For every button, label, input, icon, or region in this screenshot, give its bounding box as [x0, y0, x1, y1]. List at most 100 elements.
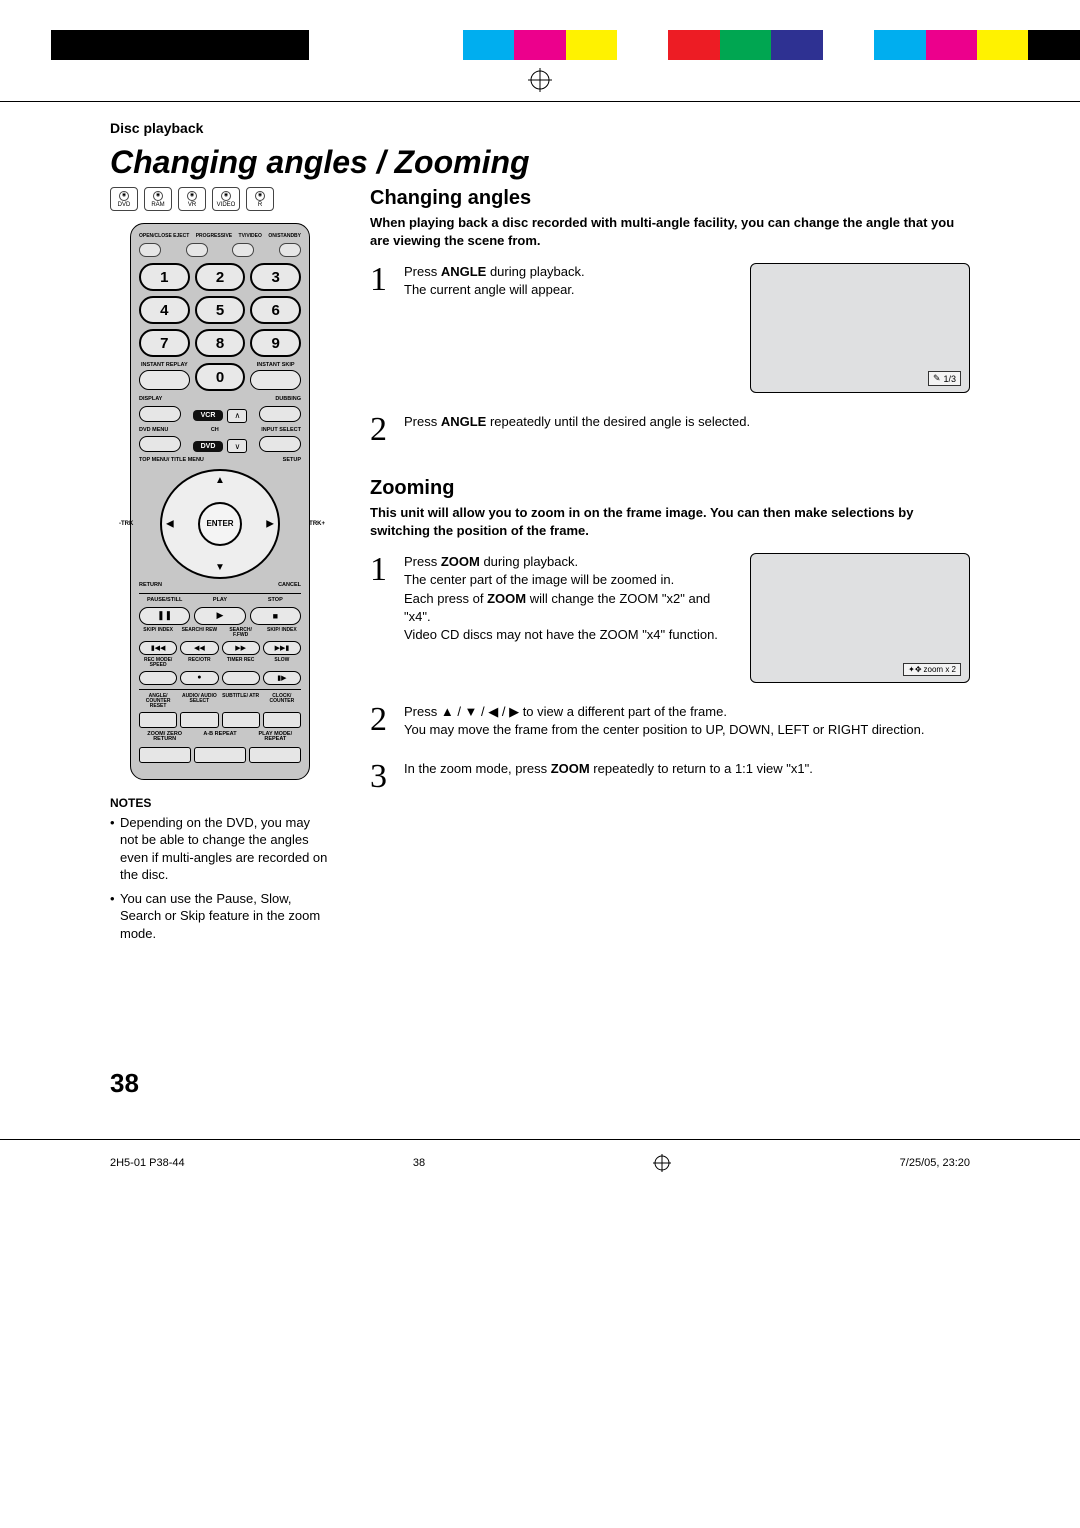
step-number: 1	[370, 553, 394, 587]
rec-mode-button	[139, 671, 177, 685]
step-text: In the zoom mode, press ZOOM repeatedly …	[404, 760, 970, 778]
step-number: 3	[370, 760, 394, 794]
zoom-osd-screen: ✦✥ zoom x 2	[750, 553, 970, 683]
footer-left: 2H5-01 P38-44	[110, 1157, 185, 1169]
remote-label: AUDIO/ AUDIO SELECT	[180, 694, 218, 709]
remote-label: SEARCH/ REW	[180, 628, 218, 638]
remote-label: REC/OTR	[180, 658, 218, 668]
num-4-button: 4	[139, 296, 190, 324]
progressive-button	[186, 243, 208, 257]
remote-label: ANGLE/ COUNTER RESET	[139, 694, 177, 709]
top-rule	[0, 101, 1080, 102]
note-item: Depending on the DVD, you may not be abl…	[110, 814, 330, 884]
remote-label: ZOOM/ ZERO RETURN	[139, 732, 190, 743]
remote-label: RETURN	[139, 583, 162, 589]
remote-label: DUBBING	[275, 397, 301, 403]
step-number: 2	[370, 413, 394, 447]
play-button: ▶	[194, 607, 245, 625]
remote-label: SEARCH/ F.FWD	[222, 628, 260, 638]
remote-label: INPUT SELECT	[261, 428, 301, 434]
note-item: You can use the Pause, Slow, Search or S…	[110, 890, 330, 943]
remote-label: A-B REPEAT	[194, 732, 245, 743]
disc-type-icon: ◉VR	[178, 187, 206, 211]
remote-control-diagram: OPEN/CLOSE EJECT PROGRESSIVE TV/VIDEO ON…	[130, 223, 310, 780]
remote-label: OPEN/CLOSE EJECT	[139, 234, 189, 239]
changing-angles-heading: Changing angles	[370, 187, 970, 210]
remote-label: CLOCK/ COUNTER	[263, 694, 301, 709]
remote-label: -TRK	[119, 521, 133, 527]
dvd-button: DVD	[193, 441, 224, 452]
zooming-intro: This unit will allow you to zoom in on t…	[370, 504, 970, 539]
registration-mark-bottom	[653, 1154, 671, 1172]
remote-label: DISPLAY	[139, 397, 162, 403]
timer-rec-button	[222, 671, 260, 685]
remote-label: PROGRESSIVE	[196, 234, 232, 239]
num-1-button: 1	[139, 263, 190, 291]
step-number: 2	[370, 703, 394, 737]
num-6-button: 6	[250, 296, 301, 324]
print-footer: 2H5-01 P38-44 38 7/25/05, 23:20	[0, 1139, 1080, 1202]
rew-button: ◀◀	[180, 641, 218, 655]
notes-heading: NOTES	[110, 796, 330, 810]
remote-label: SKIP/ INDEX	[139, 628, 177, 638]
dvd-menu-button	[139, 436, 181, 452]
remote-label: REC MODE/ SPEED	[139, 658, 177, 668]
remote-label: CH	[211, 428, 219, 434]
step-text: Press ZOOM during playback. The center p…	[404, 553, 734, 644]
open-close-button	[139, 243, 161, 257]
zooming-heading: Zooming	[370, 477, 970, 500]
zoom-button	[139, 747, 191, 763]
color-registration-bars	[0, 30, 1080, 60]
page-title: Changing angles / Zooming	[110, 144, 970, 181]
pause-button: ❚❚	[139, 607, 190, 625]
step-text: Press ANGLE during playback. The current…	[404, 263, 734, 299]
remote-label: TIMER REC	[222, 658, 260, 668]
remote-label: SKIP/ INDEX	[263, 628, 301, 638]
section-label: Disc playback	[110, 120, 970, 136]
remote-label: TRK+	[309, 521, 325, 527]
angle-osd-indicator: ✎ 1/3	[928, 371, 961, 386]
ffwd-button: ▶▶	[222, 641, 260, 655]
clock-button	[263, 712, 301, 728]
remote-label: PLAY MODE/ REPEAT	[250, 732, 301, 743]
step-number: 1	[370, 263, 394, 297]
remote-label: PAUSE/STILL	[139, 598, 190, 604]
num-5-button: 5	[195, 296, 246, 324]
footer-right: 7/25/05, 23:20	[900, 1157, 970, 1169]
instant-skip-button	[250, 370, 301, 390]
remote-label: SLOW	[263, 658, 301, 668]
audio-button	[180, 712, 218, 728]
stop-button: ■	[250, 607, 301, 625]
dubbing-button	[259, 406, 301, 422]
tv-video-button	[232, 243, 254, 257]
num-3-button: 3	[250, 263, 301, 291]
vcr-button: VCR	[193, 410, 224, 421]
disc-type-icon: ◉RAM	[144, 187, 172, 211]
slow-button: ▮▶	[263, 671, 301, 685]
input-select-button	[259, 436, 301, 452]
angle-osd-screen: ✎ 1/3	[750, 263, 970, 393]
ch-up-button: ∧	[227, 409, 247, 423]
enter-button: ENTER	[198, 502, 242, 546]
disc-type-icons: ◉DVD◉RAM◉VR◉VIDEO◉R	[110, 187, 330, 211]
display-button	[139, 406, 181, 422]
remote-label: STOP	[250, 598, 301, 604]
step-text: Press ▲ / ▼ / ◀ / ▶ to view a different …	[404, 703, 970, 739]
remote-label: SETUP	[220, 458, 301, 464]
registration-mark-top	[0, 68, 1080, 95]
play-mode-button	[249, 747, 301, 763]
footer-center: 38	[413, 1157, 425, 1169]
remote-label: CANCEL	[278, 583, 301, 589]
changing-angles-intro: When playing back a disc recorded with m…	[370, 214, 970, 249]
instant-replay-button	[139, 370, 190, 390]
arrows-icon: ✦✥	[908, 665, 921, 674]
remote-label: PLAY	[194, 598, 245, 604]
remote-label: ON/STANDBY	[268, 234, 301, 239]
disc-type-icon: ◉DVD	[110, 187, 138, 211]
num-0-button: 0	[195, 363, 246, 391]
remote-label: DVD MENU	[139, 428, 168, 434]
page-number: 38	[110, 1068, 970, 1099]
angle-button	[139, 712, 177, 728]
ch-down-button: ∨	[227, 439, 247, 453]
rec-otr-button: ●	[180, 671, 218, 685]
